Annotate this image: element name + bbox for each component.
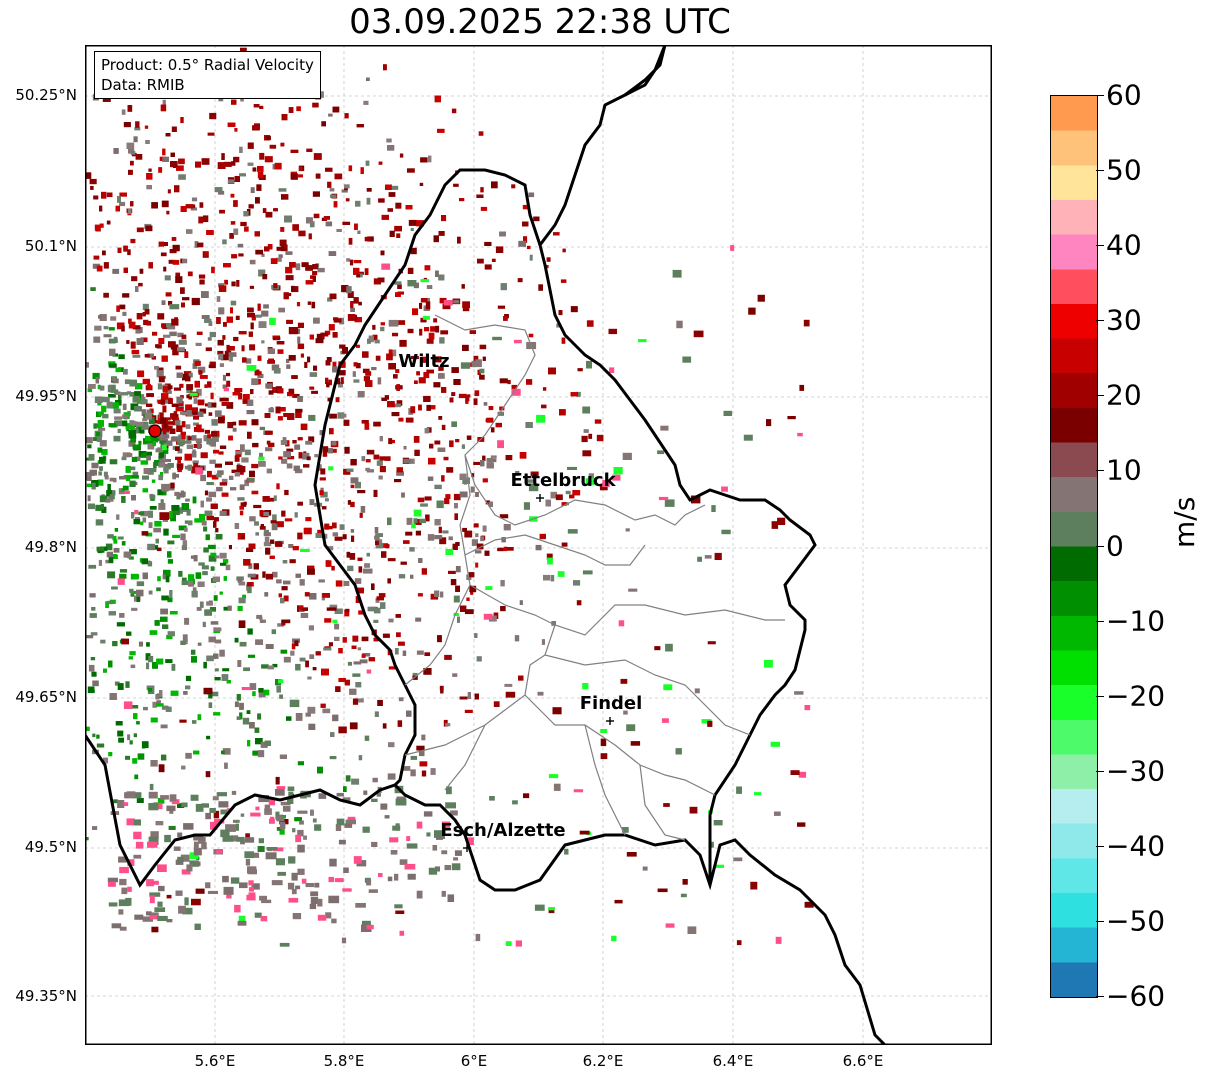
colorbar-tick — [1096, 395, 1104, 397]
colorbar-tick — [1096, 695, 1104, 697]
city-markers — [463, 494, 614, 852]
colorbar-tick-label: −60 — [1106, 979, 1166, 1013]
map-border — [85, 45, 992, 1045]
latitude-label: 49.35°N — [15, 987, 77, 1005]
map-canvas — [85, 45, 992, 1045]
colorbar-tick-label: 0 — [1106, 529, 1124, 562]
colorbar-tick — [1096, 545, 1104, 547]
colorbar-tick-label: −20 — [1106, 679, 1166, 713]
city-label-wiltz: Wiltz — [398, 351, 450, 372]
colorbar-tick — [1096, 920, 1104, 922]
radar-site-marker-icon — [148, 424, 162, 438]
colorbar-tick — [1096, 170, 1104, 172]
radar-echoes — [85, 47, 814, 947]
latitude-label: 49.65°N — [15, 688, 77, 706]
city-label-ettelbruck: Ettelbruck — [510, 470, 616, 491]
luxembourg-north-east-border — [538, 45, 817, 885]
plus-marker-icon — [536, 494, 544, 502]
luxembourg-west-border — [313, 168, 542, 787]
colorbar-tick — [1096, 770, 1104, 772]
longitude-label: 5.6°E — [194, 1052, 236, 1070]
latitude-label: 49.5°N — [24, 838, 77, 856]
map-title: 03.09.2025 22:38 UTC — [349, 2, 731, 42]
colorbar-unit-label: m/s — [1168, 496, 1201, 548]
colorbar-tick — [1096, 245, 1104, 247]
colorbar-tick-label: −40 — [1106, 829, 1166, 863]
latitude-label: 50.1°N — [24, 237, 77, 255]
longitude-label: 5.8°E — [323, 1052, 365, 1070]
longitude-label: 6.4°E — [712, 1052, 754, 1070]
country-borders — [85, 45, 887, 1045]
colorbar-tick-label: 40 — [1106, 228, 1142, 262]
colorbar-tick-label: 20 — [1106, 378, 1142, 412]
product-info-box: Product: 0.5° Radial Velocity Data: RMIB — [94, 51, 321, 99]
latitude-label: 49.8°N — [24, 538, 77, 556]
colorbar-tick — [1096, 320, 1104, 322]
plus-marker-icon — [606, 717, 614, 725]
luxembourg-border — [85, 734, 887, 1045]
latitude-label: 50.25°N — [15, 86, 77, 104]
colorbar-tick-label: 10 — [1106, 453, 1142, 487]
city-label-esch-alzette: Esch/Alzette — [440, 820, 566, 841]
colorbar-tick-label: −10 — [1106, 604, 1166, 638]
longitude-label: 6.6°E — [842, 1052, 884, 1070]
radar-map[interactable] — [85, 45, 992, 1045]
plus-marker-icon — [463, 844, 471, 852]
colorbar-tick-label: 50 — [1106, 153, 1142, 187]
colorbar-tick-label: 60 — [1106, 78, 1142, 112]
latitude-label: 49.95°N — [15, 387, 77, 405]
longitude-label: 6°E — [460, 1052, 488, 1070]
colorbar-tick — [1096, 996, 1104, 997]
colorbar-tick — [1096, 95, 1104, 96]
product-label: Product: 0.5° Radial Velocity — [101, 56, 314, 74]
colorbar-tick-label: −30 — [1106, 754, 1166, 788]
colorbar-tick-label: −50 — [1106, 904, 1166, 938]
colorbar-tick — [1096, 620, 1104, 622]
colorbar-tick — [1096, 845, 1104, 847]
canton-boundaries — [404, 314, 785, 841]
city-label-findel: Findel — [579, 693, 643, 714]
colorbar-tick-label: 30 — [1106, 303, 1142, 337]
longitude-label: 6.2°E — [582, 1052, 624, 1070]
colorbar-tick — [1096, 470, 1104, 472]
data-source-label: Data: RMIB — [101, 76, 185, 94]
velocity-colorbar — [1050, 95, 1098, 998]
france-germany-border — [624, 45, 667, 97]
